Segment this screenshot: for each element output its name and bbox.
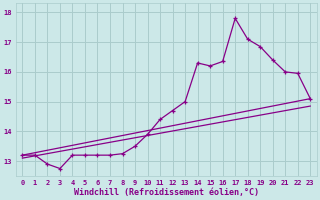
X-axis label: Windchill (Refroidissement éolien,°C): Windchill (Refroidissement éolien,°C) bbox=[74, 188, 259, 197]
